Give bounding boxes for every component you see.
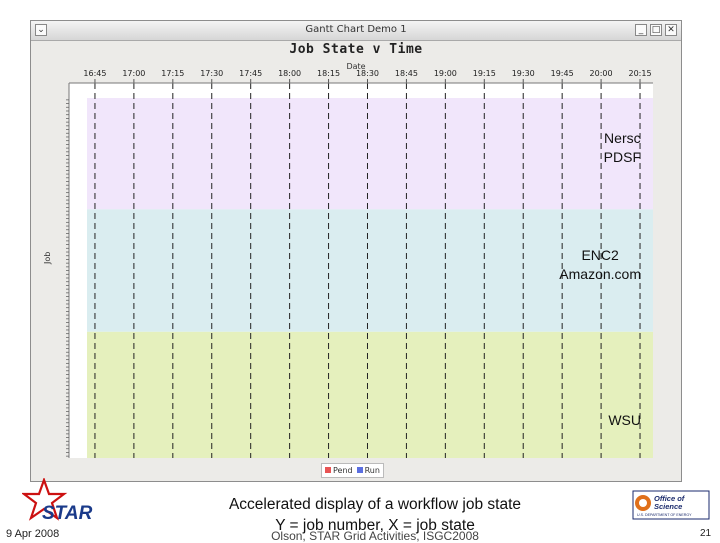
x-axis-title: Date [346, 62, 366, 71]
band-label-2: WSU [608, 412, 641, 429]
band-0 [87, 98, 653, 210]
footer-credit: Olson, STAR Grid Activities, ISGC2008 [271, 529, 479, 543]
legend-label-run: Run [364, 466, 380, 475]
band-2 [87, 331, 653, 458]
x-tick-label-5: 18:00 [278, 69, 301, 78]
legend-label-pend: Pend [333, 466, 353, 475]
page-number: 21 [700, 528, 712, 539]
band-1 [87, 209, 653, 332]
window-titlebar[interactable]: ⌄ Gantt Chart Demo 1 _ □ ✕ [31, 21, 681, 41]
svg-text:STAR: STAR [42, 503, 93, 524]
footer-date: 9 Apr 2008 [6, 528, 60, 540]
slide-caption-line2: Y = job number, X = job state [275, 517, 475, 534]
legend-swatch-run [356, 467, 363, 473]
x-tick-label-14: 20:15 [628, 69, 651, 78]
chart-legend: Pend Run [321, 463, 384, 478]
x-tick-label-10: 19:15 [473, 69, 496, 78]
chevron-down-icon[interactable]: ⌄ [35, 24, 47, 36]
x-tick-label-3: 17:30 [200, 69, 223, 78]
doe-line1: Office of [654, 494, 686, 503]
legend-item-pend: Pend [325, 466, 353, 475]
slide-caption-line1: Accelerated display of a workflow job st… [228, 496, 522, 513]
minimize-button[interactable]: _ [635, 24, 647, 36]
chart-title: Job State v Time [289, 42, 423, 57]
gantt-plot: 16:45 17:00 17:15 17:30 17:45 18:00 18:15 18:30… [66, 69, 653, 458]
x-tick-label-11: 19:30 [512, 69, 535, 78]
x-tick-label-12: 19:45 [551, 69, 574, 78]
doe-line3: U.S. DEPARTMENT OF ENERGY [637, 513, 692, 517]
x-tick-label-8: 18:45 [395, 69, 418, 78]
band-label-1: ENC2 Amazon.com [559, 246, 641, 282]
doe-office-of-science-logo: Office of Science U.S. DEPARTMENT OF ENE… [632, 490, 710, 520]
gantt-chart-window: ⌄ Gantt Chart Demo 1 _ □ ✕ Job State v T… [30, 20, 682, 482]
x-tick-label-0: 16:45 [83, 69, 106, 78]
close-button[interactable]: ✕ [665, 24, 677, 36]
x-tick-label-4: 17:45 [239, 69, 262, 78]
legend-swatch-pend [325, 467, 331, 473]
x-tick-label-6: 18:15 [317, 69, 340, 78]
x-tick-label-1: 17:00 [122, 69, 145, 78]
legend-item-run: Run [356, 466, 380, 475]
x-tick-label-13: 20:00 [590, 69, 613, 78]
band-label-0: Nersc PDSF [603, 129, 641, 165]
window-title: Gantt Chart Demo 1 [305, 24, 407, 35]
star-logo: STAR [22, 478, 93, 524]
doe-line2: Science [654, 502, 682, 511]
x-tick-label-2: 17:15 [161, 69, 184, 78]
x-tick-label-9: 19:00 [434, 69, 457, 78]
x-tick-label-7: 18:30 [356, 69, 379, 78]
maximize-button[interactable]: □ [650, 24, 662, 36]
